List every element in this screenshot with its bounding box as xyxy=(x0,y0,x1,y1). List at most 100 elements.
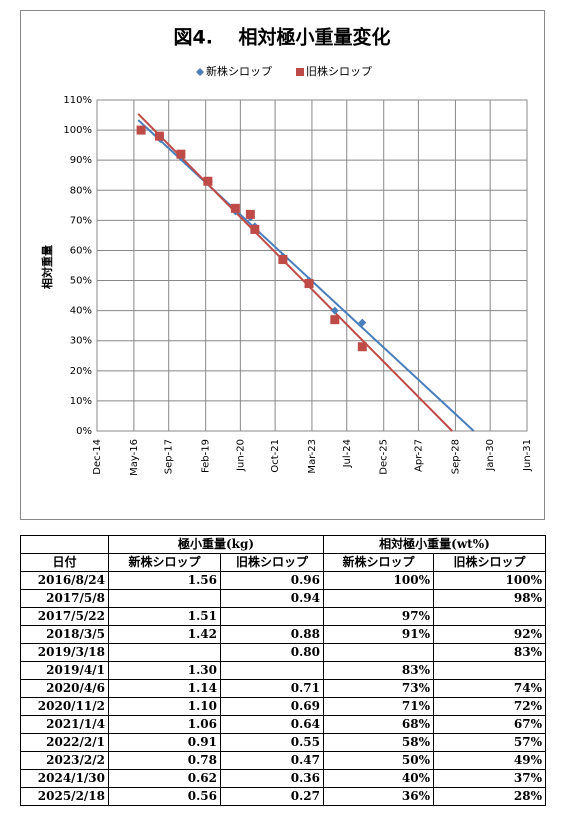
x-tick-label: Jun-31 xyxy=(522,439,533,472)
point xyxy=(357,342,367,352)
table-cell: 1.06 xyxy=(108,715,221,734)
y-tick-label: 50% xyxy=(70,276,92,287)
point xyxy=(278,254,288,264)
plot-border xyxy=(96,99,528,432)
table-cell xyxy=(433,607,546,626)
x-tick-label: Dec-25 xyxy=(379,439,390,475)
point xyxy=(136,125,146,135)
y-tick-label: 110% xyxy=(63,95,92,106)
x-tick-label: Oct-21 xyxy=(270,439,281,473)
table-cell: 0.88 xyxy=(220,625,324,644)
table-cell: 2018/3/5 xyxy=(20,625,109,644)
table-cell: 2022/2/1 xyxy=(20,733,109,752)
table-cell: 0.64 xyxy=(220,715,324,734)
point xyxy=(358,318,367,327)
chart: 図4. 相対極小重量変化 相対重量 0% 10% 20% 30% 40% 50% 60% 70… xyxy=(20,10,545,520)
table-cell: 2024/1/30 xyxy=(20,769,109,788)
table-cell: 2020/11/2 xyxy=(20,697,109,716)
table-cell xyxy=(323,643,434,662)
table-cell: 57% xyxy=(433,733,546,752)
table-cell xyxy=(323,589,434,608)
table-cell: 0.80 xyxy=(220,643,324,662)
table-cell: 100% xyxy=(323,571,434,590)
table-cell: 100% xyxy=(433,571,546,590)
table-cell: 72% xyxy=(433,697,546,716)
table-cell: 40% xyxy=(323,769,434,788)
point xyxy=(304,279,314,289)
y-tick-label: 20% xyxy=(70,366,92,377)
table-cell xyxy=(20,535,109,554)
table-cell: 83% xyxy=(433,643,546,662)
table-cell: 日付 xyxy=(20,553,109,572)
y-tick-label: 80% xyxy=(70,185,92,196)
table-cell: 67% xyxy=(433,715,546,734)
table-cell: 新株シロップ xyxy=(323,553,434,572)
y-tick-label: 0% xyxy=(76,426,92,437)
table-cell: 36% xyxy=(323,787,434,806)
table-cell: 92% xyxy=(433,625,546,644)
legend-label: 旧株シロップ xyxy=(306,64,372,78)
table-cell: 74% xyxy=(433,679,546,698)
data-table: 極小重量(kg) 相対極小重量(wt%) 日付 新株シロップ 旧株シロップ 新株シロップ旧… xyxy=(20,535,546,806)
table-cell: 2019/3/18 xyxy=(20,643,109,662)
table-cell: 0.36 xyxy=(220,769,324,788)
trendline xyxy=(137,113,453,432)
legend-label: 新株シロップ xyxy=(206,64,272,78)
table-cell: 68% xyxy=(323,715,434,734)
table-cell xyxy=(220,661,324,680)
table-cell: 2016/8/24 xyxy=(20,571,109,590)
table-cell: 1.14 xyxy=(108,679,221,698)
point xyxy=(250,224,260,234)
table-cell: 2017/5/22 xyxy=(20,607,109,626)
table-cell: 2020/4/6 xyxy=(20,679,109,698)
point xyxy=(154,131,164,141)
table-cell xyxy=(220,607,324,626)
point xyxy=(330,306,339,315)
table-cell: 0.96 xyxy=(220,571,324,590)
table-cell: 0.69 xyxy=(220,697,324,716)
table-cell: 2023/2/2 xyxy=(20,751,109,770)
table-cell: 1.30 xyxy=(108,661,221,680)
table-cell: 1.51 xyxy=(108,607,221,626)
point xyxy=(245,209,255,219)
table-cell: 2017/5/8 xyxy=(20,589,109,608)
legend-marker xyxy=(196,68,204,76)
table-cell: 0.27 xyxy=(220,787,324,806)
table-cell: 83% xyxy=(323,661,434,680)
x-tick-label: Dec-14 xyxy=(92,439,103,475)
table-cell: 91% xyxy=(323,625,434,644)
table-cell: 37% xyxy=(433,769,546,788)
y-tick-label: 60% xyxy=(70,245,92,256)
y-tick-label: 30% xyxy=(70,336,92,347)
table-cell: 1.56 xyxy=(108,571,221,590)
table-cell: 71% xyxy=(323,697,434,716)
table-cell: 0.91 xyxy=(108,733,221,752)
table-cell xyxy=(433,661,546,680)
table-cell: 1.42 xyxy=(108,625,221,644)
table-cell: 新株シロップ xyxy=(108,553,221,572)
table-cell: 49% xyxy=(433,751,546,770)
x-tick-label: Jun-20 xyxy=(235,439,246,472)
x-tick-label: Sep-17 xyxy=(164,439,175,474)
table-cell: 0.71 xyxy=(220,679,324,698)
x-tick-label: Mar-23 xyxy=(307,439,318,474)
y-tick-label: 10% xyxy=(70,396,92,407)
table-cell xyxy=(108,589,221,608)
table-cell: 2019/4/1 xyxy=(20,661,109,680)
table-cell: 58% xyxy=(323,733,434,752)
chart-frame xyxy=(20,10,545,520)
table-cell: 0.78 xyxy=(108,751,221,770)
y-tick-label: 90% xyxy=(70,155,92,166)
table-cell: 73% xyxy=(323,679,434,698)
table-cell xyxy=(108,643,221,662)
table-cell: 2025/2/18 xyxy=(20,787,109,806)
x-tick-label: Sep-28 xyxy=(450,439,461,474)
table-cell: 0.62 xyxy=(108,769,221,788)
trendline xyxy=(137,119,475,432)
point xyxy=(176,149,186,159)
point xyxy=(230,203,240,213)
table-cell: 極小重量(kg) xyxy=(108,535,324,554)
x-tick-label: Feb-19 xyxy=(201,439,212,473)
table-cell: 2021/1/4 xyxy=(20,715,109,734)
